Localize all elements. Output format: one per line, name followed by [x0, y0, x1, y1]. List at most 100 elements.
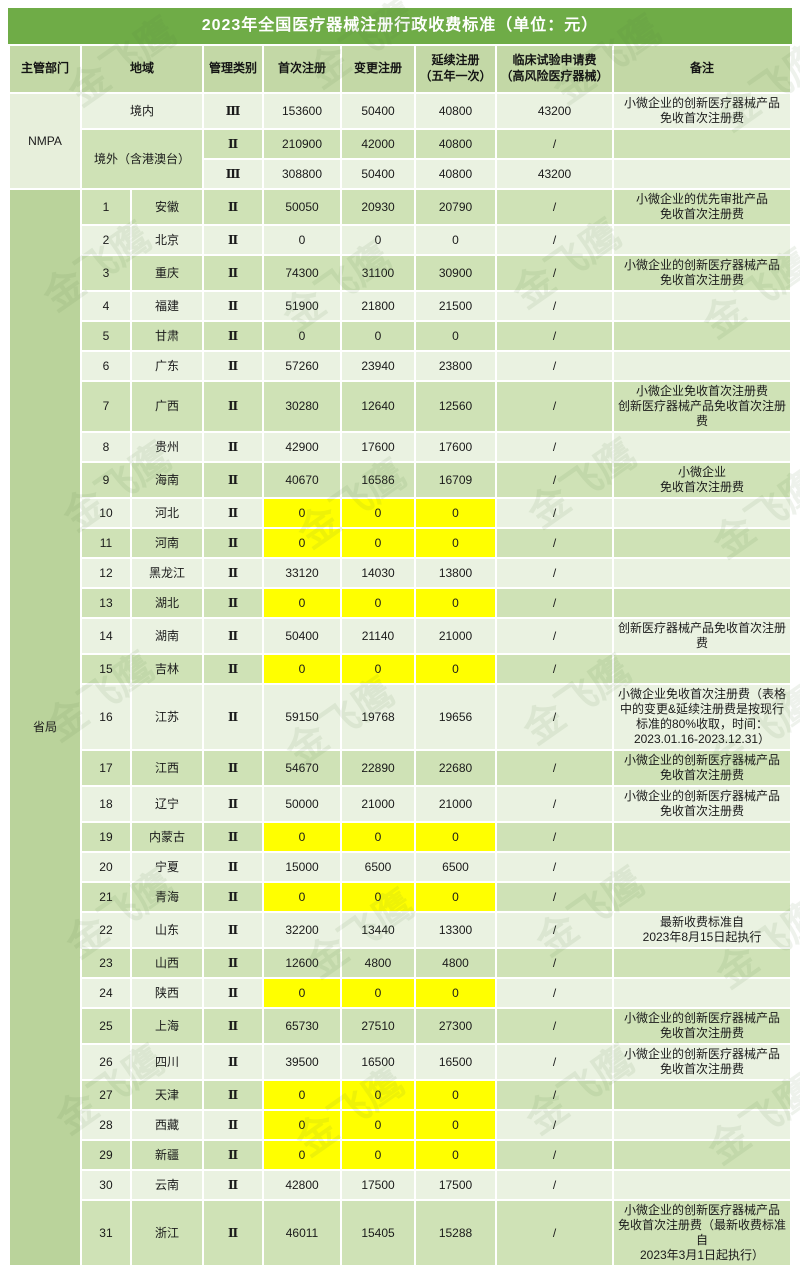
table-row-province: 30 云南 Ⅱ 42800 17500 17500/ — [10, 1171, 790, 1199]
cell-renewal-registration: 22680 — [416, 751, 495, 785]
cell-remark — [614, 322, 790, 350]
cell-change-registration: 19768 — [342, 685, 414, 749]
cell-region: 境内 — [81, 94, 202, 128]
cell-change-registration: 0 — [342, 979, 414, 1007]
cell-region: 天津 — [131, 1081, 202, 1109]
cell-change-registration: 0 — [342, 226, 414, 254]
cell-class: Ⅱ — [204, 382, 262, 431]
cell-first-registration: 32200 — [264, 913, 340, 947]
cell-clinical-trial-fee: / — [497, 1045, 612, 1079]
cell-row-number: 24 — [81, 979, 130, 1007]
cell-clinical-trial-fee: / — [497, 1009, 612, 1043]
cell-class: Ⅱ — [204, 292, 262, 320]
cell-renewal-registration: 23800 — [416, 352, 495, 380]
cell-class: Ⅱ — [204, 1141, 262, 1169]
cell-dept-nmpa: NMPA — [9, 94, 80, 188]
cell-region: 甘肃 — [131, 322, 202, 350]
cell-class: Ⅱ — [204, 1171, 262, 1199]
cell-region: 广东 — [131, 352, 202, 380]
cell-first-registration: 15000 — [264, 853, 340, 881]
cell-region: 江苏 — [131, 685, 202, 749]
cell-remark — [614, 160, 790, 188]
cell-class: Ⅱ — [204, 853, 262, 881]
cell-region: 山西 — [131, 949, 202, 977]
cell-clinical-trial-fee: / — [497, 529, 612, 557]
col-header-dept: 主管部门 — [9, 46, 80, 92]
cell-first-registration: 54670 — [264, 751, 340, 785]
cell-first-registration: 42900 — [264, 433, 340, 461]
cell-first-registration: 39500 — [264, 1045, 340, 1079]
cell-change-registration: 20930 — [342, 190, 414, 224]
cell-class: Ⅱ — [204, 619, 262, 653]
cell-first-registration: 46011 — [264, 1201, 340, 1265]
cell-region: 新疆 — [131, 1141, 202, 1169]
cell-row-number: 28 — [81, 1111, 130, 1139]
cell-clinical-trial-fee: / — [497, 352, 612, 380]
cell-row-number: 27 — [81, 1081, 130, 1109]
cell-row-number: 26 — [81, 1045, 130, 1079]
cell-class: Ⅱ — [204, 883, 262, 911]
table-row-province: 22 山东 Ⅱ 32200 13440 13300/最新收费标准自 2023年8月15日起… — [10, 913, 790, 947]
cell-first-registration: 12600 — [264, 949, 340, 977]
cell-first-registration: 59150 — [264, 685, 340, 749]
cell-renewal-registration: 17500 — [416, 1171, 495, 1199]
cell-region: 安徽 — [131, 190, 202, 224]
cell-row-number: 16 — [81, 685, 130, 749]
cell-change-registration: 0 — [342, 823, 414, 851]
table-row-province: 4 福建 Ⅱ 51900 21800 21500/ — [10, 292, 790, 320]
cell-row-number: 18 — [81, 787, 130, 821]
cell-row-number: 19 — [81, 823, 130, 851]
cell-change-registration: 31100 — [342, 256, 414, 290]
cell-clinical-trial-fee: / — [497, 559, 612, 587]
cell-class: Ⅱ — [204, 130, 262, 158]
cell-change-registration: 17600 — [342, 433, 414, 461]
cell-row-number: 2 — [81, 226, 130, 254]
cell-first-registration: 0 — [264, 1111, 340, 1139]
cell-remark — [614, 883, 790, 911]
table-row-province: 10 河北 Ⅱ 0 0 0/ — [10, 499, 790, 527]
cell-region: 贵州 — [131, 433, 202, 461]
table-row-province: 12 黑龙江 Ⅱ 33120 14030 13800/ — [10, 559, 790, 587]
cell-row-number: 5 — [81, 322, 130, 350]
cell-region: 江西 — [131, 751, 202, 785]
cell-clinical-trial-fee: / — [497, 883, 612, 911]
table-row-province: 2 北京 Ⅱ 0 0 0/ — [10, 226, 790, 254]
cell-renewal-registration: 0 — [416, 655, 495, 683]
cell-renewal-registration: 21500 — [416, 292, 495, 320]
cell-clinical-trial-fee: / — [497, 853, 612, 881]
cell-remark: 小微企业 免收首次注册费 — [614, 463, 790, 497]
cell-class: Ⅱ — [204, 322, 262, 350]
cell-remark — [614, 1171, 790, 1199]
cell-change-registration: 4800 — [342, 949, 414, 977]
cell-renewal-registration: 40800 — [416, 94, 495, 128]
cell-class: Ⅱ — [204, 655, 262, 683]
cell-region: 福建 — [131, 292, 202, 320]
cell-clinical-trial-fee: / — [497, 685, 612, 749]
cell-change-registration: 12640 — [342, 382, 414, 431]
cell-clinical-trial-fee: / — [497, 226, 612, 254]
table-row-province: 31 浙江 Ⅱ 46011 15405 15288/小微企业的创新医疗器械产品 免收首次注… — [10, 1201, 790, 1265]
cell-change-registration: 42000 — [342, 130, 414, 158]
cell-remark — [614, 433, 790, 461]
cell-region: 黑龙江 — [131, 559, 202, 587]
cell-change-registration: 0 — [342, 1081, 414, 1109]
cell-first-registration: 0 — [264, 1081, 340, 1109]
cell-row-number: 1 — [81, 190, 130, 224]
cell-renewal-registration: 21000 — [416, 787, 495, 821]
cell-renewal-registration: 0 — [416, 529, 495, 557]
cell-class: Ⅱ — [204, 529, 262, 557]
cell-change-registration: 16500 — [342, 1045, 414, 1079]
cell-change-registration: 14030 — [342, 559, 414, 587]
cell-change-registration: 27510 — [342, 1009, 414, 1043]
table-row-nmpa: NMPA 境内 Ⅲ 153600 50400 40800 43200 小微企业的创新医疗器械产… — [9, 94, 790, 188]
cell-row-number: 11 — [81, 529, 130, 557]
cell-remark: 小微企业的创新医疗器械产品 免收首次注册费 — [614, 94, 790, 128]
cell-clinical-trial-fee: / — [497, 619, 612, 653]
table-row-nmpa: 境外（含港澳台） Ⅱ 210900 42000 40800/ — [10, 130, 790, 188]
cell-renewal-registration: 0 — [416, 589, 495, 617]
cell-clinical-trial-fee: / — [497, 130, 612, 158]
cell-change-registration: 21000 — [342, 787, 414, 821]
cell-row-number: 10 — [81, 499, 130, 527]
table-row-province: 14 湖南 Ⅱ 50400 21140 21000/创新医疗器械产品免收首次注册费 — [10, 619, 790, 653]
cell-row-number: 23 — [81, 949, 130, 977]
